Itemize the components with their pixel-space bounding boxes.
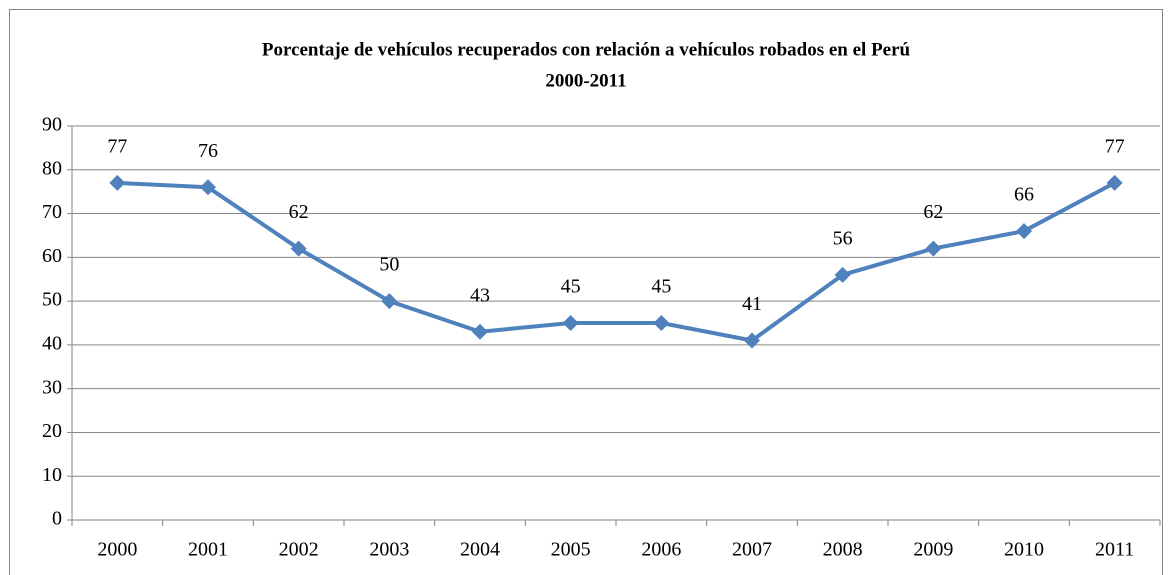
data-label: 62 xyxy=(923,201,943,223)
x-tick-label: 2011 xyxy=(1095,539,1134,561)
x-tick-label: 2006 xyxy=(641,539,681,561)
marker xyxy=(1106,174,1123,191)
y-tick-label: 50 xyxy=(42,289,62,311)
y-tick-label: 70 xyxy=(42,201,62,223)
data-label: 50 xyxy=(379,254,399,276)
x-tick-label: 2000 xyxy=(97,539,137,561)
chart-border xyxy=(9,9,1163,575)
marker xyxy=(1016,223,1032,240)
marker xyxy=(472,323,488,340)
y-tick-label: 20 xyxy=(42,420,62,442)
data-label: 62 xyxy=(289,201,309,223)
data-label: 56 xyxy=(833,227,853,249)
data-label: 66 xyxy=(1014,184,1034,206)
x-tick-label: 2010 xyxy=(1004,539,1044,561)
marker xyxy=(925,240,942,257)
x-tick-label: 2003 xyxy=(369,539,409,561)
x-tick-label: 2008 xyxy=(823,539,863,561)
x-tick-label: 2009 xyxy=(913,539,953,561)
y-tick-label: 40 xyxy=(42,332,62,354)
data-label: 77 xyxy=(107,136,127,158)
marker xyxy=(381,293,398,310)
marker xyxy=(290,240,307,257)
x-tick-label: 2005 xyxy=(551,539,591,561)
data-label: 76 xyxy=(198,140,218,162)
y-tick-label: 0 xyxy=(52,508,62,530)
marker xyxy=(834,266,851,283)
x-tick-label: 2007 xyxy=(732,539,772,561)
marker xyxy=(562,315,579,331)
data-label: 77 xyxy=(1105,136,1125,158)
chart-title: Porcentaje de vehículos recuperados con … xyxy=(262,39,911,60)
data-label: 45 xyxy=(561,276,581,298)
x-tick-label: 2004 xyxy=(460,539,500,561)
marker xyxy=(200,179,216,196)
data-label: 41 xyxy=(742,293,762,315)
y-tick-label: 10 xyxy=(42,464,62,486)
y-tick-label: 80 xyxy=(42,157,62,179)
x-tick-label: 2001 xyxy=(188,539,228,561)
marker xyxy=(744,332,760,349)
data-label: 43 xyxy=(470,284,490,306)
y-tick-label: 90 xyxy=(42,114,62,136)
marker xyxy=(653,315,670,331)
y-tick-label: 30 xyxy=(42,376,62,398)
line xyxy=(117,180,1116,343)
x-tick-label: 2002 xyxy=(279,539,319,561)
chart-subtitle: 2000-2011 xyxy=(545,70,626,91)
data-label: 45 xyxy=(651,276,671,298)
y-tick-label: 60 xyxy=(42,245,62,267)
marker xyxy=(109,174,126,191)
